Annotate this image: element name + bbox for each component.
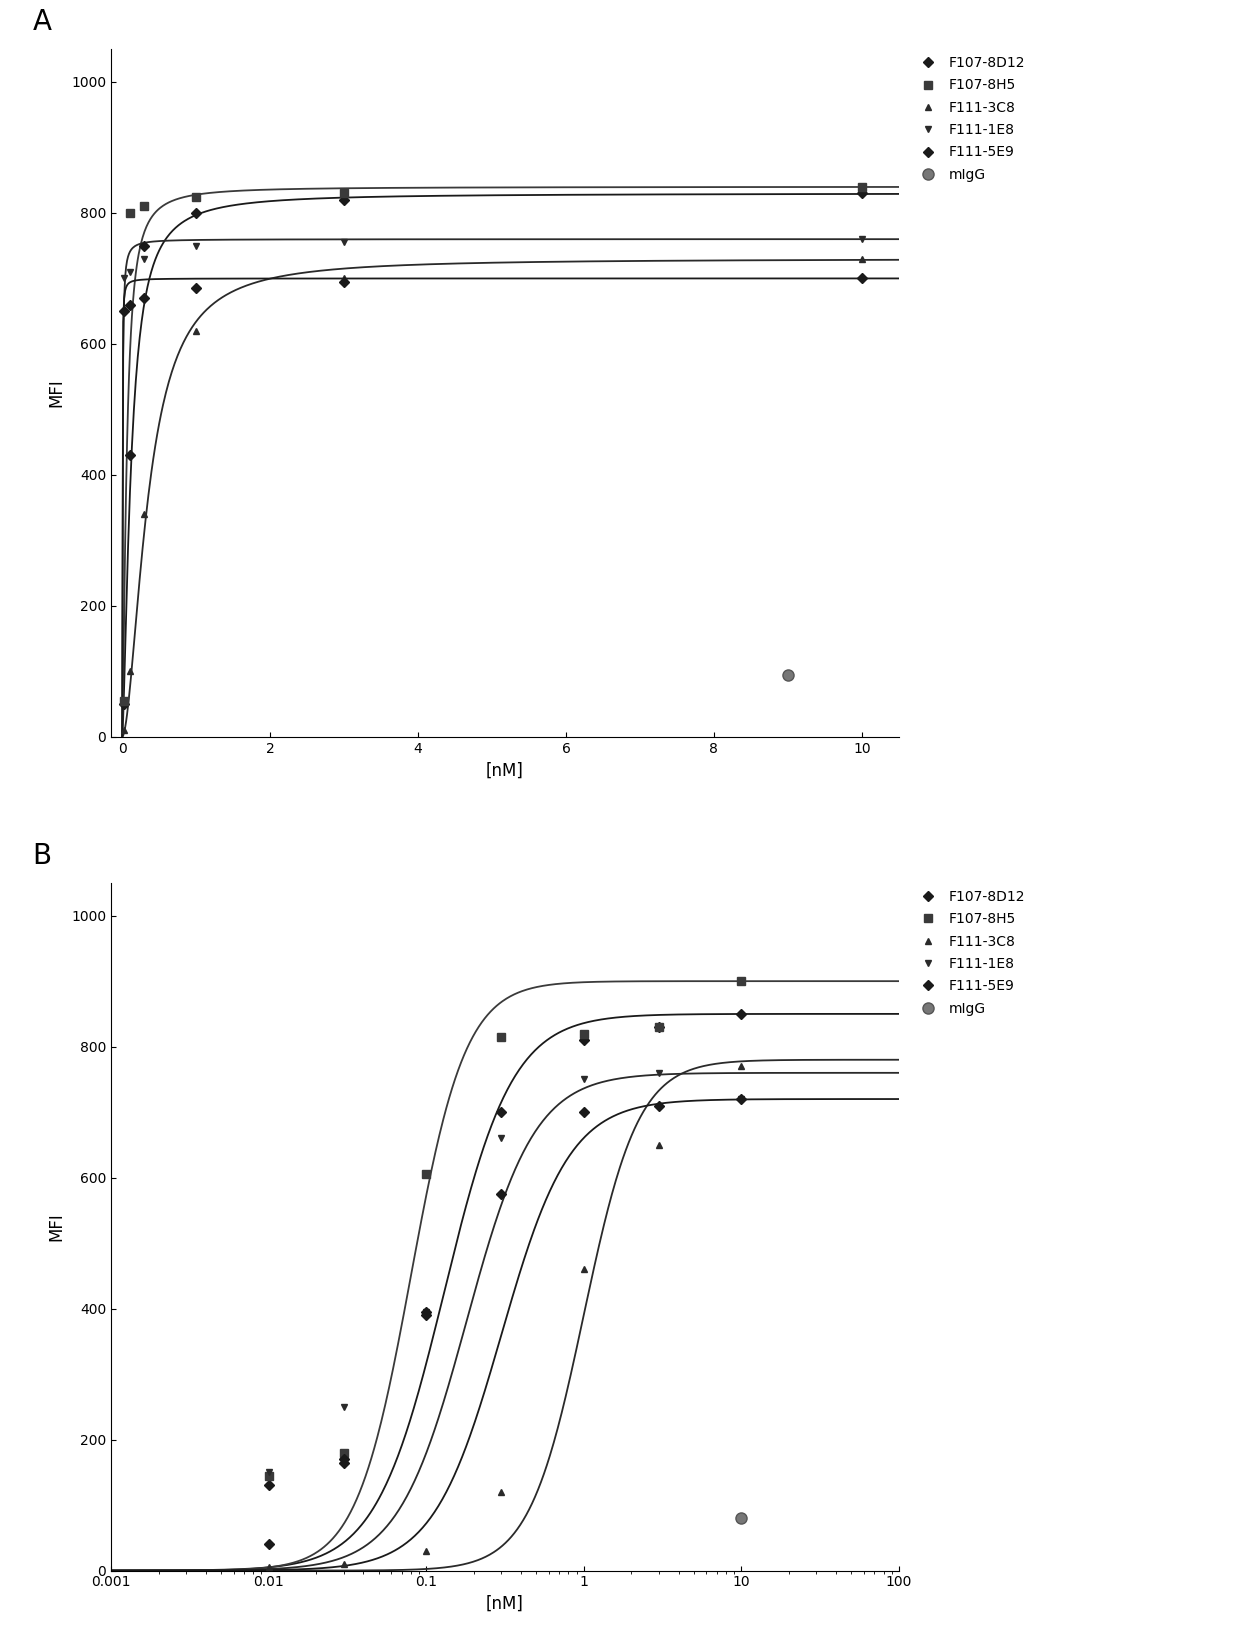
F111-3C8 (577, 1260, 591, 1280)
F107-8H5 (262, 1465, 277, 1485)
F107-8H5 (117, 690, 131, 710)
F107-8H5 (336, 184, 351, 204)
F111-3C8 (117, 721, 131, 741)
F107-8D12 (734, 1004, 749, 1024)
F111-3C8 (336, 1555, 351, 1574)
Line: F111-5E9: F111-5E9 (122, 275, 866, 314)
F111-5E9 (262, 1535, 277, 1555)
Line: F111-3C8: F111-3C8 (265, 1063, 745, 1571)
Y-axis label: MFI: MFI (47, 1213, 66, 1241)
F111-1E8 (854, 230, 869, 249)
Line: F111-1E8: F111-1E8 (265, 1070, 745, 1477)
F111-1E8 (651, 1063, 666, 1083)
F107-8D12 (123, 446, 138, 466)
F107-8D12 (494, 1102, 508, 1122)
F107-8D12 (336, 190, 351, 210)
F107-8H5 (577, 1024, 591, 1044)
F107-8D12 (117, 695, 131, 715)
F111-1E8 (734, 1089, 749, 1109)
F107-8H5 (734, 972, 749, 991)
F107-8H5 (419, 1164, 434, 1184)
F107-8D12 (336, 1452, 351, 1472)
F111-3C8 (188, 321, 203, 340)
F111-3C8 (494, 1481, 508, 1501)
Line: F107-8H5: F107-8H5 (264, 977, 745, 1480)
F111-3C8 (854, 249, 869, 269)
F107-8D12 (854, 184, 869, 204)
F107-8H5 (494, 1027, 508, 1047)
F107-8H5 (136, 197, 151, 217)
F111-3C8 (651, 1135, 666, 1154)
F111-1E8 (262, 1462, 277, 1481)
Line: F111-5E9: F111-5E9 (265, 1096, 745, 1548)
F111-5E9 (734, 1089, 749, 1109)
F107-8H5 (336, 1442, 351, 1462)
Text: A: A (32, 8, 51, 36)
F111-1E8 (419, 1302, 434, 1322)
F107-8D12 (188, 204, 203, 223)
F111-3C8 (262, 1558, 277, 1578)
F111-3C8 (123, 661, 138, 681)
F111-1E8 (336, 233, 351, 252)
F107-8D12 (262, 1475, 277, 1495)
Line: F107-8H5: F107-8H5 (120, 182, 866, 705)
Line: F111-1E8: F111-1E8 (122, 236, 866, 282)
F107-8H5 (651, 1018, 666, 1037)
F111-5E9 (854, 269, 869, 288)
F107-8D12 (136, 236, 151, 256)
F111-5E9 (136, 288, 151, 308)
Legend: F107-8D12, F107-8H5, F111-3C8, F111-1E8, F111-5E9, mIgG: F107-8D12, F107-8H5, F111-3C8, F111-1E8,… (914, 891, 1025, 1016)
X-axis label: [nM]: [nM] (486, 1595, 523, 1613)
F111-5E9 (494, 1184, 508, 1203)
F107-8D12 (419, 1306, 434, 1325)
F111-3C8 (419, 1542, 434, 1561)
F107-8D12 (651, 1018, 666, 1037)
F107-8H5 (854, 177, 869, 197)
F111-5E9 (123, 295, 138, 314)
F111-1E8 (136, 249, 151, 269)
F111-1E8 (117, 269, 131, 288)
Line: F107-8D12: F107-8D12 (265, 1011, 745, 1490)
F111-1E8 (188, 236, 203, 256)
F111-5E9 (188, 278, 203, 298)
F107-8H5 (123, 204, 138, 223)
F111-5E9 (577, 1102, 591, 1122)
F111-1E8 (577, 1070, 591, 1089)
Line: F111-3C8: F111-3C8 (122, 256, 866, 734)
F111-5E9 (651, 1096, 666, 1115)
F111-1E8 (494, 1128, 508, 1148)
F111-5E9 (419, 1302, 434, 1322)
F111-1E8 (336, 1397, 351, 1416)
X-axis label: [nM]: [nM] (486, 762, 523, 780)
F107-8H5 (188, 187, 203, 207)
F111-5E9 (336, 1449, 351, 1468)
F111-1E8 (123, 262, 138, 282)
F107-8D12 (577, 1031, 591, 1050)
F111-3C8 (734, 1057, 749, 1076)
F111-5E9 (336, 272, 351, 291)
F111-3C8 (336, 269, 351, 288)
Legend: F107-8D12, F107-8H5, F111-3C8, F111-1E8, F111-5E9, mIgG: F107-8D12, F107-8H5, F111-3C8, F111-1E8,… (914, 55, 1025, 182)
F111-5E9 (117, 301, 131, 321)
Y-axis label: MFI: MFI (47, 379, 66, 407)
Line: F107-8D12: F107-8D12 (122, 190, 866, 708)
F111-3C8 (136, 505, 151, 524)
Text: B: B (32, 842, 51, 869)
